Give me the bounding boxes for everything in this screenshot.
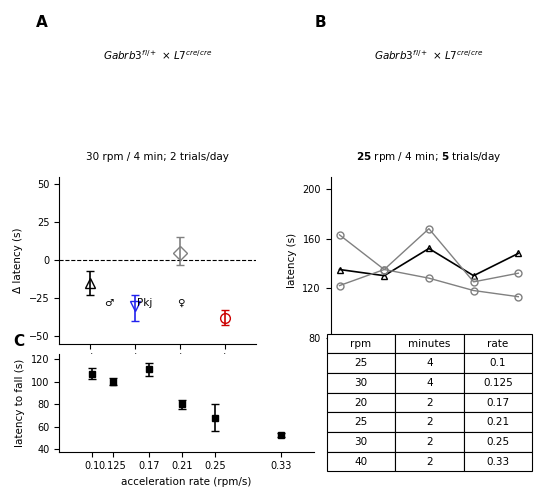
- Text: A: A: [36, 15, 47, 29]
- X-axis label: acceleration rate (rpm/s): acceleration rate (rpm/s): [121, 477, 252, 487]
- Text: ♀: ♀: [207, 377, 215, 387]
- Text: ♀: ♀: [177, 298, 185, 308]
- Text: ♂: ♂: [104, 298, 113, 308]
- Text: $\mathit{Gabrb3}^{fl/+}$ $\times$ $\mathit{L7}^{cre/cre}$: $\mathit{Gabrb3}^{fl/+}$ $\times$ $\math…: [103, 48, 213, 62]
- Text: B: B: [315, 15, 327, 29]
- Text: C: C: [13, 334, 25, 349]
- Text: $\mathbf{25}$ rpm / 4 min; $\mathbf{5}$ trials/day: $\mathbf{25}$ rpm / 4 min; $\mathbf{5}$ …: [356, 150, 502, 164]
- Text: 30 rpm / 4 min; 2 trials/day: 30 rpm / 4 min; 2 trials/day: [86, 152, 229, 162]
- X-axis label: day: day: [419, 369, 438, 379]
- Text: Pkj: Pkj: [150, 387, 165, 397]
- Text: Pkj: Pkj: [137, 298, 152, 308]
- Y-axis label: Δ latency (s): Δ latency (s): [13, 227, 23, 293]
- Y-axis label: latency (s): latency (s): [287, 233, 297, 288]
- Text: $\mathit{Gabrb3}^{fl/+}$ $\times$ $\mathit{L7}^{cre/cre}$: $\mathit{Gabrb3}^{fl/+}$ $\times$ $\math…: [374, 48, 484, 62]
- Y-axis label: latency to fall (s): latency to fall (s): [16, 358, 25, 447]
- Text: ♂: ♂: [108, 377, 117, 387]
